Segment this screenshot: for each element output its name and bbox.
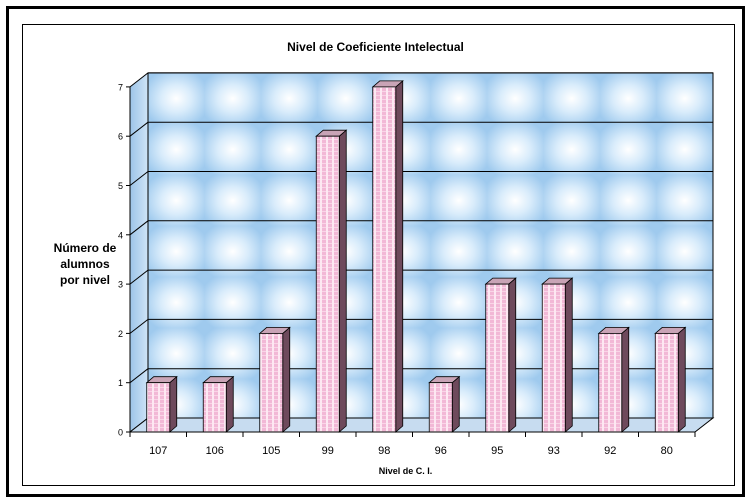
axes: 0 1 2 3 4 5 6 7 107 106 105 99 98 96 95 93 92 80 — [118, 82, 696, 457]
bar-front — [259, 332, 284, 433]
y-tick-label: 0 — [118, 428, 123, 438]
bar-side — [169, 375, 178, 433]
bar-front — [428, 382, 453, 433]
x-tick-label: 107 — [149, 445, 167, 457]
x-tick-label: 95 — [491, 445, 503, 457]
bar — [258, 326, 291, 433]
gridline-depth — [129, 269, 149, 285]
bar — [541, 277, 574, 433]
y-tick-label: 2 — [118, 329, 123, 339]
bar-front — [654, 332, 679, 433]
gridline-depth — [129, 171, 149, 186]
bar — [428, 375, 461, 433]
bar-side — [395, 80, 404, 433]
bar — [371, 80, 404, 433]
bars — [145, 80, 687, 433]
bar — [145, 375, 178, 433]
gridline-depth — [129, 319, 149, 334]
y-tick-label: 1 — [118, 378, 123, 388]
y-tick-label: 7 — [118, 82, 123, 92]
y-tick-label: 3 — [118, 280, 123, 290]
y-axis-label-line-2: alumnos — [60, 257, 110, 271]
bar-front — [202, 382, 227, 433]
y-tick-label: 5 — [118, 181, 123, 191]
y-axis-label: Número de alumnos por nivel — [40, 240, 130, 288]
y-axis-label-line-1: Número de — [53, 241, 117, 255]
bar-side — [338, 129, 347, 433]
bar-front — [598, 332, 623, 433]
bar-side — [621, 326, 630, 433]
bar — [202, 375, 235, 433]
y-tick-label: 4 — [118, 230, 123, 240]
bar-side — [451, 375, 460, 433]
gridline-depth — [129, 72, 149, 88]
bar — [484, 277, 517, 433]
x-tick-label: 106 — [206, 445, 224, 457]
x-tick-label: 92 — [604, 445, 616, 457]
gridline-depth — [129, 220, 149, 236]
bar-side — [677, 326, 686, 433]
y-axis-label-line-3: por nivel — [59, 273, 110, 287]
x-tick-label: 99 — [322, 445, 334, 457]
x-tick-label: 98 — [378, 445, 390, 457]
bar-side — [282, 326, 291, 433]
x-tick-label: 96 — [435, 445, 447, 457]
bar-side — [564, 277, 573, 433]
bar-front — [315, 135, 340, 433]
x-tick-label: 105 — [262, 445, 280, 457]
bar-side — [508, 277, 517, 433]
bar-front — [485, 283, 510, 433]
chart-title: Nivel de Coeficiente Intelectual — [287, 40, 464, 54]
x-tick-label: 93 — [548, 445, 560, 457]
bar — [597, 326, 630, 433]
bar-front — [372, 86, 397, 433]
bar-front — [146, 382, 171, 433]
bar-side — [225, 375, 234, 433]
bar-front — [541, 283, 566, 433]
bar — [654, 326, 687, 433]
gridline-depth — [129, 368, 149, 384]
x-axis-label: Nivel de C. I. — [378, 466, 433, 476]
gridline-depth — [129, 121, 149, 137]
bar — [315, 129, 348, 433]
y-tick-label: 6 — [118, 132, 123, 142]
x-tick-label: 80 — [661, 445, 673, 457]
side-wall — [130, 72, 148, 433]
